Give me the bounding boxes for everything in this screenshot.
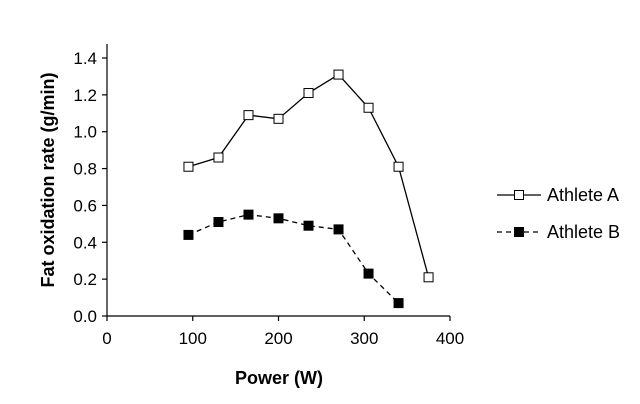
- data-point: [303, 88, 314, 99]
- data-point: [333, 224, 344, 235]
- legend: Athlete A Athlete B: [497, 185, 620, 242]
- legend-marker: [514, 227, 524, 237]
- y-tick-label: 0.2: [73, 270, 97, 289]
- axes: 0.0 0.2 0.4 0.6 0.8 1.0 1.2 1.4 0 100 200 300 400: [73, 44, 464, 348]
- y-tick-label: 0.0: [73, 307, 97, 326]
- data-point: [273, 113, 284, 124]
- y-tick-label: 0.6: [73, 196, 97, 215]
- data-point: [273, 213, 284, 224]
- data-point: [213, 152, 224, 163]
- data-point: [183, 161, 194, 172]
- data-point: [243, 110, 254, 121]
- y-tick-label: 1.0: [73, 123, 97, 142]
- x-axis-title: Power (W): [235, 368, 323, 388]
- series-athlete-a: [183, 69, 434, 283]
- series-line: [188, 73, 430, 278]
- x-tick-label: 0: [102, 329, 111, 348]
- series-line: [188, 213, 400, 304]
- x-tick-label: 200: [264, 329, 292, 348]
- legend-label: Athlete A: [547, 185, 619, 205]
- x-tick-label: 100: [179, 329, 207, 348]
- x-tick-label: 300: [350, 329, 378, 348]
- data-point: [183, 229, 194, 240]
- data-point: [243, 209, 254, 220]
- legend-item: Athlete B: [497, 222, 620, 242]
- data-point: [363, 102, 374, 113]
- data-point: [213, 217, 224, 228]
- legend-label: Athlete B: [547, 222, 620, 242]
- y-axis-title: Fat oxidation rate (g/min): [38, 72, 58, 287]
- y-tick-label: 1.4: [73, 49, 97, 68]
- series-athlete-b: [183, 209, 404, 309]
- x-tick-label: 400: [436, 329, 464, 348]
- data-point: [333, 69, 344, 80]
- y-tick-label: 1.2: [73, 86, 97, 105]
- data-point: [363, 268, 374, 279]
- series-layer: [183, 69, 434, 309]
- data-point: [423, 272, 434, 283]
- y-tick-label: 0.4: [73, 233, 97, 252]
- y-tick-label: 0.8: [73, 160, 97, 179]
- data-point: [393, 298, 404, 309]
- legend-item: Athlete A: [497, 185, 619, 205]
- data-point: [393, 161, 404, 172]
- legend-marker: [514, 190, 524, 200]
- data-point: [303, 220, 314, 231]
